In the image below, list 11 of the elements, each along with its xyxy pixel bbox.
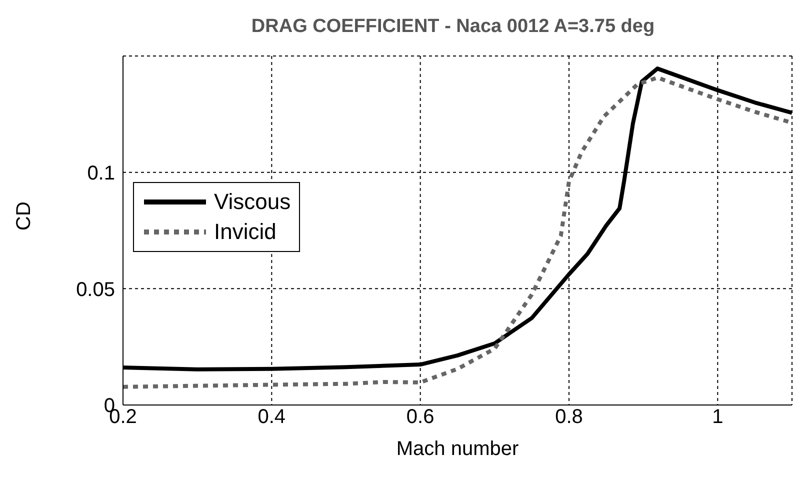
legend-label: Invicid bbox=[213, 218, 278, 246]
x-tick-label: 0.8 bbox=[555, 406, 583, 428]
x-tick-label: 0.6 bbox=[406, 406, 434, 428]
x-tick-label: 0.4 bbox=[258, 406, 286, 428]
y-axis-title: CD bbox=[13, 202, 36, 230]
x-axis-title: Mach number bbox=[396, 438, 519, 460]
x-tick-label: 1 bbox=[712, 406, 724, 428]
chart-title: DRAG COEFFICIENT - Naca 0012 A=3.75 deg bbox=[250, 15, 656, 39]
y-tick-label: 0.05 bbox=[76, 278, 115, 301]
y-tick-label: 0.1 bbox=[87, 162, 115, 184]
legend-label: Viscous bbox=[213, 188, 291, 216]
